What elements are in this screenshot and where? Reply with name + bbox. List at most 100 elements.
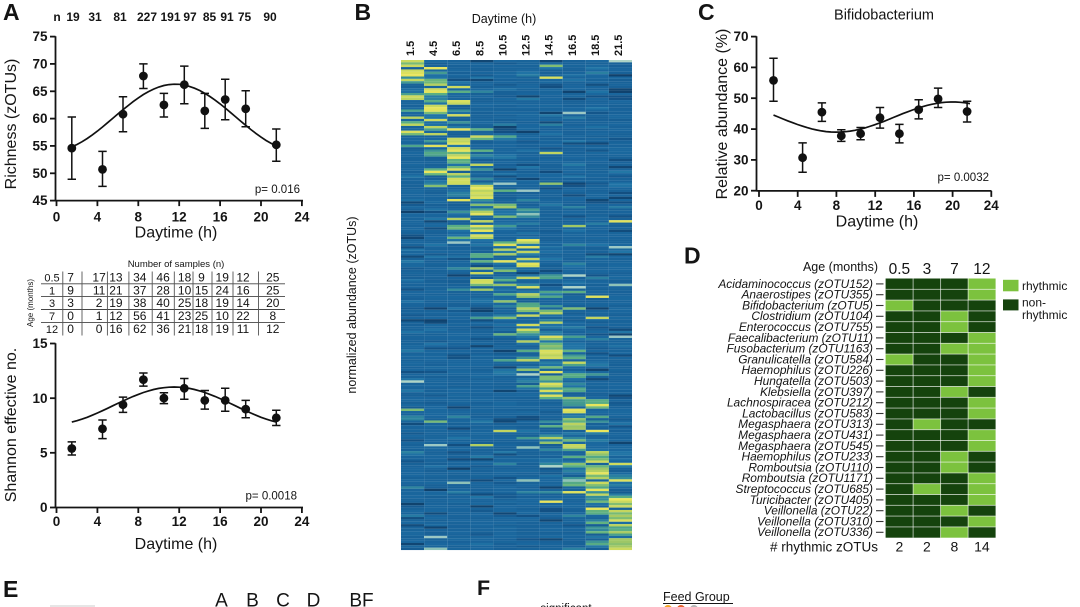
svg-text:Lachnospiracea (zOTU212): Lachnospiracea (zOTU212) [727,396,873,410]
svg-text:34: 34 [133,271,147,285]
svg-text:19: 19 [216,296,230,310]
svg-text:B: B [246,591,259,607]
svg-text:3: 3 [49,298,55,310]
svg-text:significant: significant [540,603,592,607]
svg-text:0: 0 [40,500,48,515]
svg-text:65: 65 [32,84,48,99]
svg-text:23: 23 [178,309,192,323]
svg-text:85: 85 [203,10,217,24]
svg-text:40: 40 [733,122,748,137]
svg-text:0: 0 [53,210,61,225]
svg-text:0: 0 [53,514,61,529]
svg-text:7: 7 [67,271,74,285]
svg-text:3: 3 [67,296,74,310]
svg-text:C: C [276,591,290,607]
svg-text:BF: BF [349,591,373,607]
svg-text:12: 12 [266,322,280,336]
svg-text:25: 25 [266,271,280,285]
svg-text:4: 4 [94,210,102,225]
svg-text:12: 12 [868,198,883,213]
svg-text:Daytime (h): Daytime (h) [836,214,919,231]
svg-text:13: 13 [109,271,123,285]
svg-text:37: 37 [133,283,147,297]
svg-text:Megasphaera (zOTU313): Megasphaera (zOTU313) [738,417,873,431]
svg-text:Faecalibacterium (zOTU11): Faecalibacterium (zOTU11) [728,331,873,345]
svg-text:8: 8 [135,210,143,225]
svg-text:p= 0.0032: p= 0.0032 [938,172,989,184]
svg-text:A: A [3,0,20,25]
svg-text:7: 7 [49,311,55,323]
svg-text:Bifidobacterium (zOTU5): Bifidobacterium (zOTU5) [742,298,873,312]
svg-text:9: 9 [67,283,74,297]
svg-text:Daytime (h): Daytime (h) [135,225,218,242]
svg-text:45: 45 [32,193,48,208]
svg-text:5: 5 [40,445,48,460]
svg-text:1: 1 [96,309,103,323]
svg-text:10: 10 [216,309,230,323]
svg-text:14.5: 14.5 [544,35,556,56]
svg-text:10.5: 10.5 [497,35,509,56]
svg-text:56: 56 [133,309,147,323]
svg-text:12: 12 [109,309,123,323]
svg-text:25: 25 [178,296,192,310]
svg-text:0: 0 [96,322,103,336]
svg-text:30: 30 [733,153,748,168]
svg-text:25: 25 [195,309,209,323]
svg-text:Veillonella (zOTU22): Veillonella (zOTU22) [764,504,873,518]
svg-text:20: 20 [253,210,268,225]
svg-text:21.5: 21.5 [613,35,625,56]
svg-text:Romboutsia (zOTU1171): Romboutsia (zOTU1171) [742,471,873,485]
svg-text:25: 25 [266,283,280,297]
svg-text:14: 14 [236,296,250,310]
svg-text:p= 0.0018: p= 0.0018 [246,491,297,503]
svg-text:70: 70 [32,57,47,72]
svg-text:16: 16 [236,283,250,297]
svg-text:16: 16 [109,322,123,336]
svg-text:4: 4 [794,198,802,213]
svg-text:0: 0 [755,198,763,213]
svg-text:Number of samples (n): Number of samples (n) [128,259,225,270]
svg-text:Shannon effective no.: Shannon effective no. [3,348,20,503]
svg-text:Veillonella (zOTU336): Veillonella (zOTU336) [757,525,873,539]
svg-text:Clostridium (zOTU104): Clostridium (zOTU104) [751,309,873,323]
svg-text:8: 8 [951,539,959,555]
svg-text:E: E [3,576,18,602]
svg-text:p= 0.016: p= 0.016 [255,184,300,196]
svg-text:4.5: 4.5 [428,41,440,56]
svg-text:19: 19 [216,322,230,336]
svg-text:Haemophilus (zOTU233): Haemophilus (zOTU233) [741,450,873,464]
svg-text:Acidaminococcus (zOTU152): Acidaminococcus (zOTU152) [717,277,873,291]
svg-text:16: 16 [213,210,229,225]
svg-text:20: 20 [733,183,748,198]
svg-text:2: 2 [96,296,103,310]
svg-text:2: 2 [896,539,904,555]
svg-text:36: 36 [156,322,170,336]
svg-text:A: A [215,591,228,607]
svg-text:8: 8 [833,198,841,213]
svg-text:Relative abundance (%): Relative abundance (%) [714,29,731,200]
svg-text:Turicibacter (zOTU405): Turicibacter (zOTU405) [750,493,873,507]
svg-text:11: 11 [93,283,106,297]
svg-text:4: 4 [94,514,102,529]
svg-text:Streptococcus (zOTU685): Streptococcus (zOTU685) [736,482,873,496]
svg-text:8.5: 8.5 [474,41,486,56]
svg-text:Age (months): Age (months) [26,279,35,327]
svg-text:70: 70 [733,29,748,44]
svg-text:40: 40 [156,296,170,310]
svg-text:41: 41 [156,309,170,323]
svg-text:F: F [477,576,490,600]
svg-text:90: 90 [263,10,277,24]
svg-text:16: 16 [213,514,229,529]
svg-text:20: 20 [253,514,268,529]
svg-text:0.5: 0.5 [44,273,59,285]
svg-text:8: 8 [135,514,143,529]
svg-text:0: 0 [67,322,74,336]
svg-text:21: 21 [109,283,123,297]
svg-text:10: 10 [32,391,47,406]
svg-text:46: 46 [156,271,170,285]
svg-text:18.5: 18.5 [590,35,602,56]
svg-text:24: 24 [216,283,230,297]
svg-text:D: D [307,591,321,607]
svg-text:60: 60 [733,60,748,75]
svg-text:Hungatella (zOTU503): Hungatella (zOTU503) [754,374,873,388]
